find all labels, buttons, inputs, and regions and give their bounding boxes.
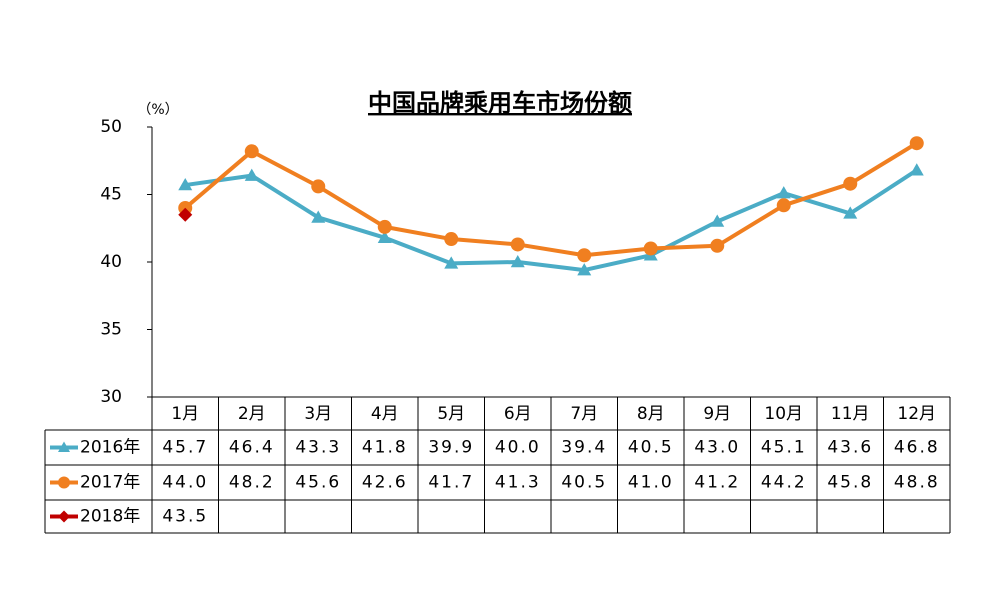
value-label: 41.8 — [362, 438, 408, 458]
x-tick-label: 10月 — [764, 404, 803, 424]
marker — [58, 476, 70, 489]
value-label: 39.9 — [428, 438, 474, 458]
series-line — [184, 168, 918, 273]
marker — [909, 163, 924, 176]
y-axis-label: （%） — [137, 102, 178, 118]
value-label: 43.3 — [295, 438, 341, 458]
marker — [244, 168, 259, 181]
value-label: 46.8 — [894, 438, 940, 458]
marker — [577, 263, 592, 276]
marker — [776, 198, 791, 213]
x-tick-label: 5月 — [437, 404, 465, 424]
marker — [909, 136, 924, 151]
value-label: 43.0 — [694, 438, 740, 458]
marker — [710, 214, 725, 227]
x-tick-label: 9月 — [703, 404, 731, 424]
legend-label: 2016年 — [80, 438, 140, 458]
y-tick-label: 45 — [100, 185, 122, 205]
value-label: 48.8 — [894, 473, 940, 493]
y-tick-label: 40 — [100, 252, 122, 272]
marker — [58, 510, 70, 523]
value-label: 40.0 — [495, 438, 541, 458]
marker — [444, 256, 459, 269]
series-line — [183, 141, 918, 258]
x-tick-label: 6月 — [504, 404, 532, 424]
marker — [444, 232, 459, 247]
marker — [643, 241, 658, 256]
value-label: 40.5 — [628, 438, 674, 458]
value-label: 43.6 — [827, 438, 873, 458]
marker — [178, 207, 193, 222]
marker — [244, 144, 259, 159]
y-tick-label: 50 — [100, 117, 122, 137]
value-label: 45.7 — [162, 438, 208, 458]
legend-label: 2018年 — [80, 507, 140, 527]
x-tick-label: 11月 — [831, 404, 870, 424]
marker — [178, 178, 193, 191]
marker — [510, 255, 525, 268]
value-label: 41.7 — [428, 473, 474, 493]
value-label: 46.4 — [229, 438, 275, 458]
value-label: 44.2 — [761, 473, 807, 493]
marker — [577, 248, 592, 263]
chart-title: 中国品牌乘用车市场份额 — [368, 89, 632, 117]
marker — [58, 441, 70, 452]
y-tick-label: 30 — [100, 387, 122, 407]
marker — [377, 219, 392, 234]
x-tick-label: 8月 — [637, 404, 665, 424]
marker — [311, 210, 326, 223]
value-label: 48.2 — [229, 473, 275, 493]
marker — [377, 230, 392, 243]
marker — [843, 176, 858, 191]
marker — [311, 179, 326, 194]
legend-label: 2017年 — [80, 473, 140, 493]
value-label: 41.0 — [628, 473, 674, 493]
x-tick-label: 3月 — [304, 404, 332, 424]
value-label: 43.5 — [162, 507, 208, 527]
x-tick-label: 2月 — [238, 404, 266, 424]
x-tick-label: 4月 — [371, 404, 399, 424]
marker — [843, 206, 858, 219]
marker — [710, 238, 725, 253]
value-label: 39.4 — [561, 438, 607, 458]
value-label: 45.8 — [827, 473, 873, 493]
y-tick-label: 35 — [100, 320, 122, 340]
value-label: 41.2 — [694, 473, 740, 493]
value-label: 42.6 — [362, 473, 408, 493]
value-label: 44.0 — [162, 473, 208, 493]
value-label: 40.5 — [561, 473, 607, 493]
x-tick-label: 1月 — [171, 404, 199, 424]
x-tick-label: 12月 — [897, 404, 936, 424]
value-label: 41.3 — [495, 473, 541, 493]
value-label: 45.6 — [295, 473, 341, 493]
x-tick-label: 7月 — [570, 404, 598, 424]
marker — [510, 237, 525, 252]
value-label: 45.1 — [761, 438, 807, 458]
marker — [776, 186, 791, 199]
